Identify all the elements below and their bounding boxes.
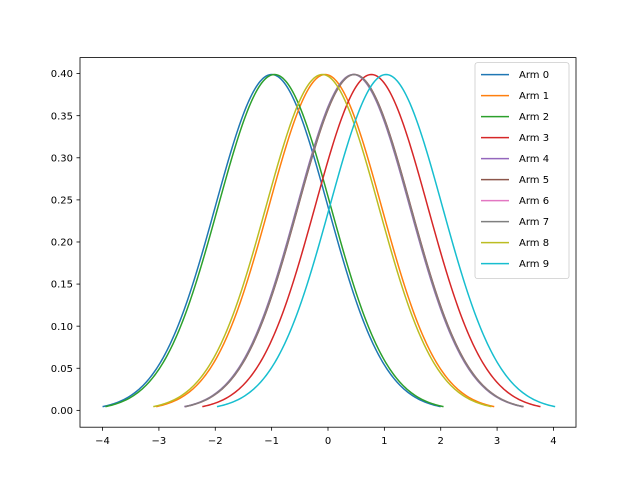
legend-label-arm-3: Arm 3 xyxy=(519,133,549,144)
legend-label-arm-6: Arm 6 xyxy=(519,196,549,207)
legend-label-arm-8: Arm 8 xyxy=(519,238,549,249)
legend-label-arm-4: Arm 4 xyxy=(519,154,549,165)
legend: Arm 0 Arm 1 Arm 2 Arm 3 Arm 4 Arm 5 Arm 6 Arm 7… xyxy=(474,62,570,279)
y-tick-label: 0.00 xyxy=(51,406,73,417)
legend-label-arm-7: Arm 7 xyxy=(519,217,549,228)
series-line-arm-7 xyxy=(184,73,524,408)
y-tick-label: 0.25 xyxy=(51,195,73,206)
x-tick-label: 4 xyxy=(550,436,556,447)
legend-label-arm-2: Arm 2 xyxy=(519,112,549,123)
legend-label-arm-1: Arm 1 xyxy=(519,91,549,102)
y-tick-label: 0.10 xyxy=(51,322,73,333)
x-tick-label: −2 xyxy=(208,436,223,447)
plot-lines xyxy=(102,73,556,408)
x-tick-label: −4 xyxy=(95,436,110,447)
x-tick-label: −1 xyxy=(264,436,279,447)
y-tick-label: 0.30 xyxy=(51,153,73,164)
x-tick-label: 2 xyxy=(438,436,444,447)
legend-label-arm-9: Arm 9 xyxy=(519,259,549,270)
x-tick-label: −3 xyxy=(152,436,167,447)
series-line-arm-2 xyxy=(105,73,444,408)
y-tick-label: 0.20 xyxy=(51,238,73,249)
legend-label-arm-0: Arm 0 xyxy=(519,70,549,81)
legend-label-arm-5: Arm 5 xyxy=(519,175,549,186)
x-tick-label: 0 xyxy=(325,436,331,447)
y-axis-ticks: 0.00 0.05 0.10 0.15 0.20 0.25 0.30 0.35 0.40 xyxy=(51,69,80,417)
x-tick-label: 3 xyxy=(494,436,500,447)
x-axis-ticks: −4 −3 −2 −1 0 1 2 3 4 xyxy=(95,427,557,447)
series-line-arm-8 xyxy=(153,73,492,408)
y-tick-label: 0.35 xyxy=(51,111,73,122)
series-line-arm-3 xyxy=(202,73,541,408)
y-tick-label: 0.05 xyxy=(51,364,73,375)
y-tick-label: 0.40 xyxy=(51,69,73,80)
y-tick-label: 0.15 xyxy=(51,280,73,291)
series-line-arm-9 xyxy=(216,73,556,408)
x-tick-label: 1 xyxy=(381,436,387,447)
